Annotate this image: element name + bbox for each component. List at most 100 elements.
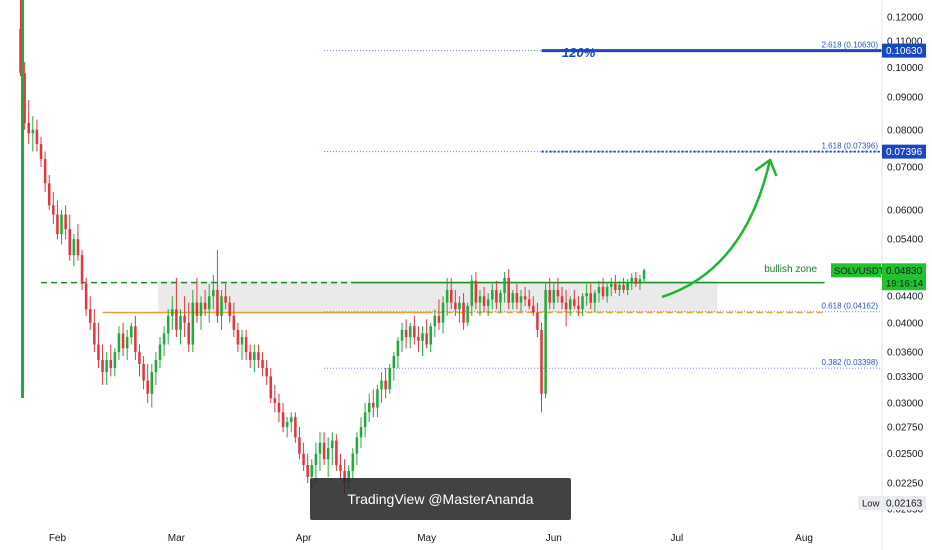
candle: [491, 283, 494, 310]
candle-body: [93, 322, 96, 345]
badge-2618: 0.10630: [882, 43, 926, 58]
candle: [162, 326, 166, 357]
candle-body: [552, 289, 556, 303]
last-price-bg: [882, 263, 926, 291]
candle-body: [413, 326, 416, 338]
candle-body: [343, 470, 346, 483]
candle-body: [158, 344, 162, 360]
candle-body: [244, 337, 248, 353]
fib-label-1: 1.618 (0.07396): [822, 142, 879, 151]
candle-body: [536, 312, 539, 330]
candle: [187, 302, 190, 353]
candle-body: [228, 302, 232, 316]
candle: [220, 289, 223, 330]
time-tick-label: Jul: [670, 533, 683, 544]
candle: [253, 344, 256, 373]
watermark-text: TradingView @MasterAnanda: [347, 491, 534, 507]
candle-body: [43, 159, 47, 184]
bullish-arrow-head: [754, 158, 778, 177]
candle-body: [626, 282, 629, 290]
candle-body: [269, 376, 273, 399]
candle: [43, 151, 47, 192]
candle-body: [166, 315, 170, 334]
candle: [392, 352, 396, 381]
candle: [351, 448, 355, 480]
candle-body: [560, 296, 564, 303]
candle-body: [310, 465, 314, 477]
candle: [306, 453, 309, 483]
candle: [458, 296, 461, 323]
candle-body: [581, 296, 584, 310]
candle-body: [519, 296, 523, 303]
candle: [130, 322, 133, 345]
candle: [183, 296, 186, 338]
candle-body: [220, 296, 223, 316]
candle-body: [248, 352, 252, 360]
candle-body: [302, 453, 305, 466]
candle: [289, 412, 293, 433]
candle: [35, 119, 39, 152]
candle-body: [466, 305, 469, 323]
candle: [470, 274, 474, 316]
candle-body: [277, 402, 281, 413]
candle: [277, 393, 281, 423]
candle-body: [597, 286, 601, 294]
candle-body: [376, 389, 379, 408]
candle-body: [97, 344, 100, 360]
candle: [294, 412, 297, 443]
candle-body: [207, 296, 211, 310]
candle-body: [294, 417, 297, 438]
candle-body: [573, 299, 576, 306]
candle-body: [76, 239, 80, 256]
candle: [388, 363, 391, 394]
candle-body: [532, 305, 535, 313]
candle-body: [388, 368, 391, 390]
candle: [60, 209, 63, 245]
candle: [429, 322, 433, 353]
candle: [175, 277, 178, 338]
candle-body: [478, 296, 482, 303]
fib-label-2: 0.618 (0.04162): [822, 302, 879, 311]
level-lines: 2.618 (0.10630) 1.618 (0.07396) 0.618 (0.0…: [41, 41, 882, 369]
candle-body: [589, 293, 593, 303]
candle-body: [105, 359, 108, 373]
time-tick-label: Jun: [546, 533, 562, 544]
candle-body: [351, 453, 355, 471]
price-tick-label: 0.02750: [887, 423, 924, 434]
candle: [134, 315, 137, 360]
badge-1618-bg: [882, 144, 926, 159]
candle-body: [384, 380, 387, 390]
candle: [474, 272, 478, 310]
candle: [642, 268, 646, 283]
badge-2618-bg: [882, 43, 926, 58]
low-value-text: 0.02163: [886, 499, 923, 510]
candle-body: [199, 302, 203, 316]
candle: [618, 280, 621, 297]
candle: [523, 286, 527, 306]
candle-body: [203, 302, 207, 310]
watermark: TradingView @MasterAnanda: [310, 478, 571, 520]
time-tick-label: Apr: [296, 533, 312, 544]
price-tick-label: 0.03000: [887, 398, 924, 409]
candle: [556, 277, 560, 303]
candle: [236, 322, 240, 353]
candle: [376, 384, 379, 418]
candle: [445, 277, 449, 316]
candle: [191, 289, 195, 353]
candle-body: [437, 315, 441, 323]
symbol-text: SOLVUSDT: [834, 266, 885, 277]
candle: [609, 277, 613, 297]
candle-body: [380, 380, 383, 390]
candle-body: [634, 277, 638, 284]
candle-body: [642, 270, 646, 280]
candle-body: [142, 363, 145, 381]
price-tick-label: 0.09000: [887, 92, 924, 103]
candle: [466, 302, 469, 327]
candle: [84, 277, 88, 316]
candle-body: [117, 333, 121, 353]
time-tick-label: Mar: [168, 533, 186, 544]
candle-body: [527, 299, 531, 306]
candles: [19, 0, 646, 495]
candle-body: [474, 280, 478, 303]
